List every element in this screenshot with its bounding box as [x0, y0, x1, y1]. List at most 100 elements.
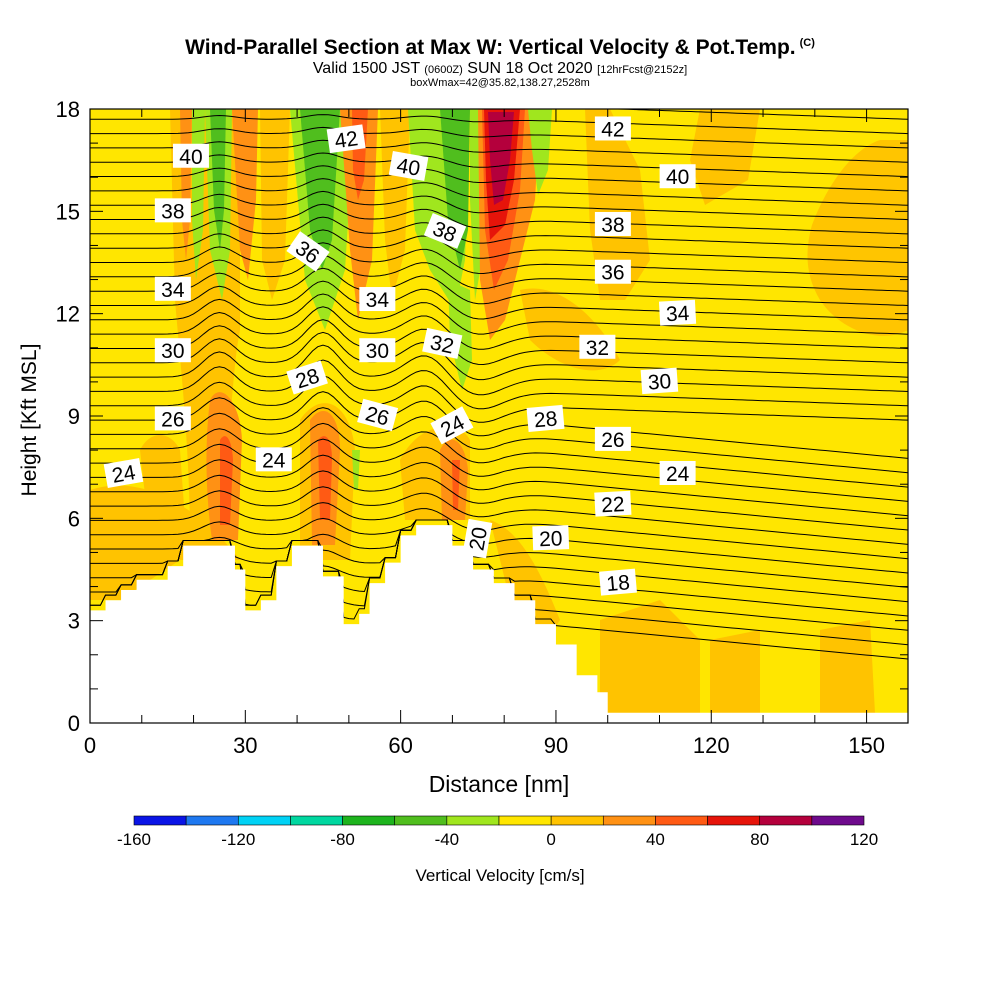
x-tick-label: 60: [388, 733, 412, 758]
isentrope-line: [90, 254, 908, 292]
isentrope-label-box: [359, 338, 396, 363]
x-tick-label: 30: [233, 733, 257, 758]
isentrope-label-text: 18: [605, 571, 630, 596]
isentrope-line: [90, 62, 908, 76]
valid-time-utc: (0600Z): [424, 64, 463, 76]
isentrope-label-text: 32: [586, 337, 609, 360]
velocity-patch: [710, 630, 760, 713]
forecast-info: [12hrFcst@2152z]: [597, 64, 688, 76]
isentrope-label-box: [526, 404, 565, 432]
isentrope-line: [90, 280, 908, 321]
isentrope-label: 30: [640, 367, 679, 395]
isentrope-line: [90, 139, 908, 163]
isentrope-label: 24: [255, 447, 292, 472]
colorbar-swatch: [550, 815, 604, 826]
chart-title-text: Wind-Parallel Section at Max W: Vertical…: [185, 36, 796, 59]
copyright-mark: (C): [799, 37, 815, 49]
isentrope-label-text: 40: [179, 146, 202, 169]
isentrope-label: 38: [154, 198, 191, 223]
isentrope-line: [90, 267, 908, 306]
colorbar-swatch: [394, 815, 448, 826]
isentrope-label-text: 38: [601, 214, 624, 237]
isentrope-label-box: [359, 287, 396, 312]
colorbar-tick-label: 40: [646, 830, 665, 849]
isentrope-label-box: [103, 458, 144, 488]
isentrope-line: [90, 89, 908, 105]
x-axis-label: Distance [nm]: [429, 771, 570, 797]
isentrope-label: 24: [659, 460, 696, 486]
isentrope-label-box: [286, 360, 328, 395]
isentrope-label-text: 26: [161, 408, 184, 431]
isentrope-label-box: [422, 327, 463, 359]
isentrope-label-box: [326, 124, 366, 154]
isentrope-label-text: 40: [395, 154, 422, 181]
isentrope-label: 20: [462, 518, 493, 559]
isentrope-line: [90, 190, 908, 221]
isentrope-label-text: 26: [601, 429, 624, 452]
colorbar-swatch: [498, 815, 552, 826]
isentrope-line: [90, 486, 908, 545]
isentrope-label-text: 38: [161, 200, 184, 223]
y-axis-label: Height [Kft MSL]: [18, 344, 41, 497]
x-tick-label: 90: [544, 733, 568, 758]
isentrope-label-text: 34: [366, 289, 390, 312]
isentrope-line: [90, 293, 908, 335]
velocity-patch: [90, 485, 240, 600]
colorbar-swatch: [602, 815, 656, 826]
isentrope-label-text: 24: [110, 461, 137, 488]
isentrope-label-text: 20: [539, 527, 563, 551]
isentrope-label-box: [659, 460, 696, 485]
isentrope-line: [90, 178, 908, 206]
isentrope-line: [90, 319, 908, 366]
isentrope-label: 32: [579, 334, 616, 360]
isentrope-label-box: [594, 211, 631, 236]
velocity-patch: [140, 435, 185, 540]
isentrope-label-text: 30: [161, 340, 184, 363]
isentrope-line: [90, 519, 908, 603]
isentrope-label: 40: [388, 151, 429, 181]
y-tick-label: 18: [56, 97, 80, 122]
isentrope-label: 30: [359, 338, 396, 363]
y-tick-label: 15: [56, 199, 80, 224]
velocity-patch: [210, 109, 226, 250]
isentrope-line: [90, 126, 908, 149]
colorbar-swatch: [655, 815, 708, 826]
isentrope-label-text: 30: [366, 340, 389, 363]
isentrope-label-text: 40: [666, 166, 689, 189]
colorbar-tick-label: -80: [330, 830, 355, 849]
isentrope-label: 26: [594, 426, 631, 452]
isentrope-label-box: [659, 164, 696, 189]
isentrope-label: 22: [594, 490, 632, 517]
isentrope-line: [90, 76, 908, 91]
isentrope-label-text: 28: [533, 407, 558, 432]
colorbar-swatch: [759, 815, 813, 826]
isentrope-label-box: [172, 143, 209, 168]
isentrope-line: [90, 152, 908, 178]
isentrope-lines: [90, 62, 908, 660]
isentrope-label-text: 24: [262, 449, 286, 472]
isentrope-label: 42: [594, 116, 631, 141]
colorbar-label: Vertical Velocity [cm/s]: [415, 866, 584, 885]
velocity-patch: [600, 600, 700, 713]
valid-time-line: Valid 1500 JST (0600Z) SUN 18 Oct 2020 […: [0, 60, 1000, 78]
isentrope-label-box: [154, 338, 191, 363]
isentrope-label-text: 22: [601, 493, 626, 517]
isentrope-label-box: [154, 198, 191, 223]
isentrope-label: 40: [172, 143, 209, 169]
isentrope-line: [90, 438, 908, 502]
isentrope-label: 42: [326, 124, 366, 154]
isentrope-label-box: [599, 568, 637, 596]
isentrope-label-text: 20: [465, 525, 492, 552]
isentrope-label-text: 32: [428, 331, 456, 358]
isentrope-line: [90, 114, 908, 135]
isentrope-label-box: [640, 367, 679, 395]
colorbar-tick-label: -40: [435, 830, 460, 849]
isentrope-label-box: [462, 518, 493, 559]
isentrope-label: 40: [659, 164, 696, 189]
isentrope-label-box: [594, 259, 631, 284]
isentrope-label: 34: [658, 299, 697, 326]
isentrope-label-box: [430, 406, 474, 445]
isentrope-label: 18: [599, 568, 637, 596]
